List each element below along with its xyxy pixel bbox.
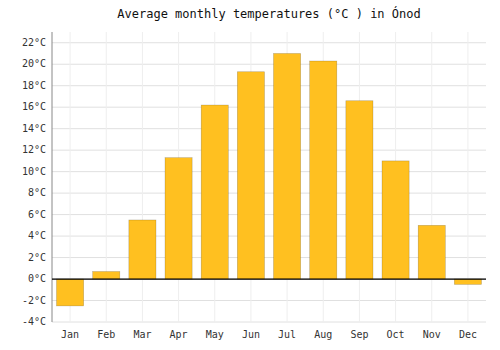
bar bbox=[129, 220, 156, 279]
y-tick-label: 0°C bbox=[28, 273, 46, 284]
x-tick-label: Jan bbox=[61, 329, 79, 340]
y-tick-label: 4°C bbox=[28, 230, 46, 241]
bar bbox=[346, 101, 373, 279]
bar bbox=[310, 61, 337, 279]
y-grid-line bbox=[52, 128, 486, 129]
x-tick-label: Dec bbox=[459, 329, 477, 340]
y-tick-label: 14°C bbox=[22, 123, 46, 134]
x-tick-label: May bbox=[206, 329, 224, 340]
y-tick-label: 2°C bbox=[28, 252, 46, 263]
bar bbox=[237, 72, 264, 279]
x-tick-label: Jun bbox=[242, 329, 260, 340]
y-grid-line bbox=[52, 279, 486, 280]
y-tick-label: 22°C bbox=[22, 37, 46, 48]
title: Average monthly temperatures (°C ) in Ón… bbox=[117, 6, 420, 21]
y-tick-label: 16°C bbox=[22, 101, 46, 112]
y-tick-label: -4°C bbox=[22, 316, 46, 327]
y-tick-labels: -4°C -2°C 0°C 2°C 4°C 6°C 8°C 10°C 12°C 14°C 16°C 1… bbox=[22, 37, 46, 327]
y-tick-label: 10°C bbox=[22, 166, 46, 177]
bars bbox=[57, 53, 482, 305]
y-tick-label: 20°C bbox=[22, 58, 46, 69]
x-tick-label: Feb bbox=[97, 329, 115, 340]
bar bbox=[418, 225, 445, 279]
y-tick-label: 12°C bbox=[22, 144, 46, 155]
y-grid-line bbox=[52, 85, 486, 86]
y-grid-line bbox=[52, 171, 486, 172]
x-tick-label: Sep bbox=[350, 329, 368, 340]
y-tick-label: 6°C bbox=[28, 209, 46, 220]
y-grid-line bbox=[52, 64, 486, 65]
y-grid-line bbox=[52, 107, 486, 108]
y-tick-label: -2°C bbox=[22, 295, 46, 306]
x-tick-label: Jul bbox=[278, 329, 296, 340]
bar bbox=[165, 158, 192, 279]
x-tick-labels: Jan Feb Mar Apr May Jun Jul Aug Sep Oct Nov Dec bbox=[61, 329, 477, 340]
bar bbox=[57, 279, 84, 306]
bar bbox=[274, 53, 301, 279]
x-tick-label: Nov bbox=[423, 329, 441, 340]
zero-line bbox=[52, 278, 486, 279]
y-tick-label: 8°C bbox=[28, 187, 46, 198]
bar bbox=[201, 105, 228, 279]
y-tick-label: 18°C bbox=[22, 80, 46, 91]
chart: -4°C -2°C 0°C 2°C 4°C 6°C 8°C 10°C 12°C 14°C 16°C 1… bbox=[0, 0, 500, 350]
bar bbox=[382, 161, 409, 279]
y-grid-line bbox=[52, 322, 486, 323]
x-tick-label: Aug bbox=[314, 329, 332, 340]
x-tick-label: Mar bbox=[133, 329, 151, 340]
y-grid-line bbox=[52, 300, 486, 301]
y-grid-line bbox=[52, 150, 486, 151]
bar bbox=[93, 272, 120, 280]
x-tick-label: Oct bbox=[387, 329, 405, 340]
grid bbox=[52, 32, 486, 322]
y-grid-line bbox=[52, 193, 486, 194]
bar bbox=[454, 279, 481, 284]
y-grid-line bbox=[52, 214, 486, 215]
y-grid-line bbox=[52, 42, 486, 43]
x-tick-label: Apr bbox=[170, 329, 188, 340]
